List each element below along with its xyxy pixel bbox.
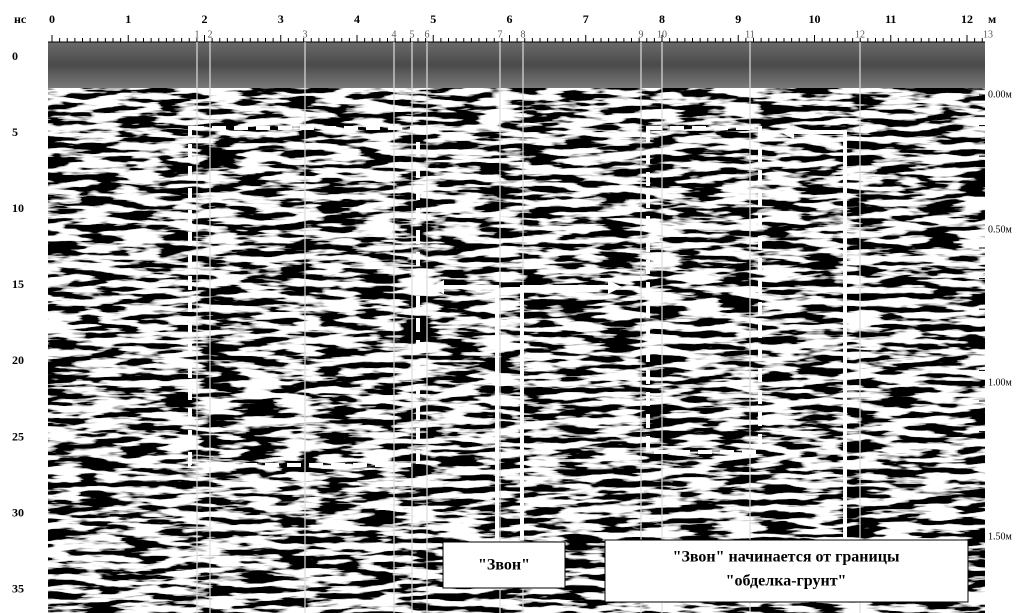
ring-zone-box: [646, 126, 762, 454]
arrow-heads: [430, 125, 794, 294]
marker-label: 1: [195, 29, 200, 40]
annotation-box: [442, 541, 566, 589]
y-tick-label: 15: [12, 277, 24, 291]
y-tick-label: 30: [12, 505, 24, 519]
annotation-text: "обделка-грунт": [726, 573, 847, 590]
x-tick-label: 2: [202, 12, 208, 26]
x-tick-label: 12: [961, 12, 973, 26]
y-tick-label: 10: [12, 201, 24, 215]
x-tick-label: 9: [735, 12, 741, 26]
y-tick-label: 25: [12, 429, 24, 443]
marker-label: 11: [745, 29, 755, 40]
annotation-box: [604, 539, 969, 603]
x-tick-label: 11: [885, 12, 896, 26]
marker-label: 3: [303, 29, 308, 40]
marker-label: 8: [521, 29, 526, 40]
marker-label: 5: [410, 29, 415, 40]
marker-label: 7: [498, 29, 503, 40]
y-tick-label: 5: [12, 125, 18, 139]
marker-label: 10: [657, 29, 667, 40]
x-tick-label: 6: [507, 12, 513, 26]
annotation-text: "Звон": [478, 557, 530, 574]
y-tick-label: 35: [12, 581, 24, 595]
ring-zone-box: [188, 126, 420, 467]
marker-label: 12: [855, 29, 865, 40]
y-tick-label: 20: [12, 353, 24, 367]
x-tick-label: 3: [278, 12, 284, 26]
y-tick-label: 0: [12, 49, 18, 63]
x-tick-label: 10: [809, 12, 821, 26]
x-tick-label: 1: [125, 12, 131, 26]
arrows: [440, 130, 847, 540]
y-axis-unit: нс: [14, 12, 27, 26]
x-tick-label: 7: [583, 12, 589, 26]
depth-label: 1.50м: [988, 531, 1013, 542]
x-axis-unit: м: [988, 12, 996, 26]
marker-label: 9: [639, 29, 644, 40]
radar-signal: [48, 88, 985, 613]
x-tick-label: 0: [49, 12, 55, 26]
marker-label: 2: [208, 29, 213, 40]
annotation-text: "Звон" начинается от границы: [673, 549, 900, 566]
x-tick-label: 4: [354, 12, 360, 26]
marker-label: 4: [392, 29, 397, 40]
depth-label: 0.50м: [988, 224, 1013, 235]
marker-label: 13: [983, 29, 993, 40]
depth-label: 0.00м: [988, 89, 1013, 100]
x-tick-label: 5: [430, 12, 436, 26]
x-tick-label: 8: [659, 12, 665, 26]
depth-label: 1.00м: [988, 377, 1013, 388]
marker-label: 6: [425, 29, 430, 40]
direct-wave-band: [48, 42, 985, 88]
